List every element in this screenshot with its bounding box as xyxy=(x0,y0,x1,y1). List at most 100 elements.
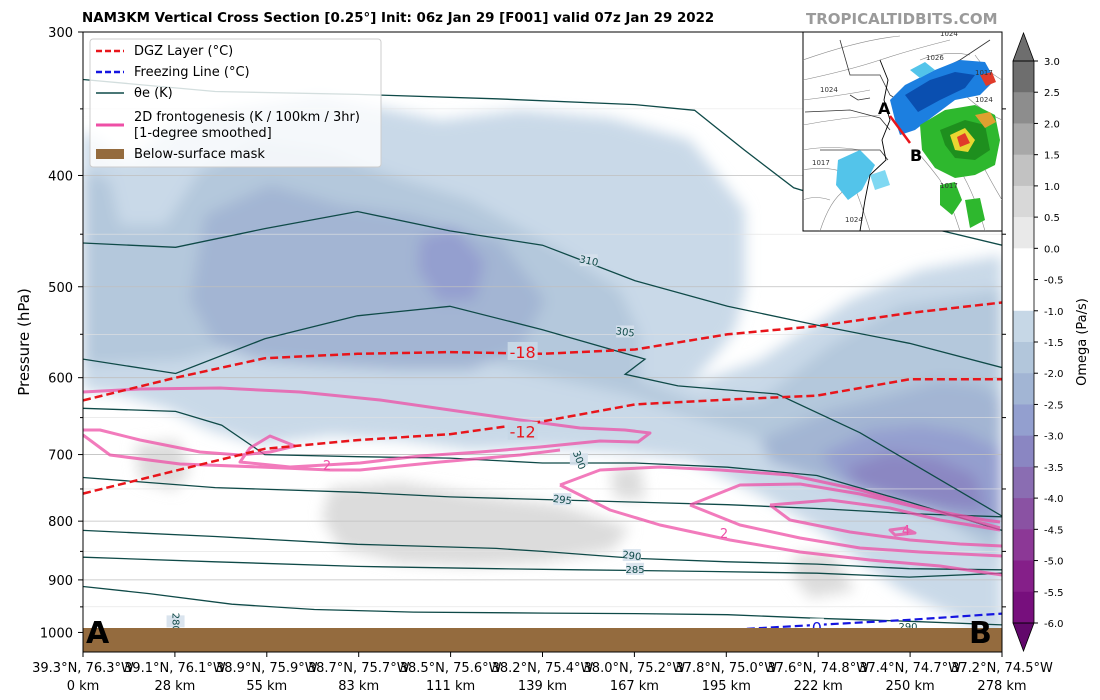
theta-e-label-bg xyxy=(626,562,645,575)
colorbar-bin xyxy=(1013,342,1034,374)
colorbar-bin xyxy=(1013,466,1034,499)
inset-isobar-label: 1017 xyxy=(975,69,993,77)
x-tick-distance: 111 km xyxy=(426,679,475,694)
theta-e-label: 285 xyxy=(626,565,645,576)
y-tick-label: 300 xyxy=(48,26,73,41)
y-tick-label: 900 xyxy=(48,574,73,589)
colorbar-bin xyxy=(1013,435,1034,468)
theta-e-label-bg xyxy=(166,615,185,628)
theta-e-label: 290 xyxy=(898,622,917,633)
colorbar-tick-label: 2.0 xyxy=(1044,119,1060,130)
inset-isobar-label: 1024 xyxy=(845,216,863,224)
colorbar-tick-label: -2.5 xyxy=(1044,400,1064,411)
below-surface-mask xyxy=(83,628,1002,652)
colorbar-tick-label: 0.0 xyxy=(1044,244,1060,255)
frontogenesis-contour xyxy=(559,483,1002,577)
omega-ascent-region xyxy=(845,452,985,510)
inset-isobar-label: 1026 xyxy=(926,54,944,62)
endpoint-label-b: B xyxy=(969,616,992,651)
x-tick-coord: 37.6°N, 74.8°W xyxy=(767,661,869,676)
y-tick-label: 800 xyxy=(48,515,73,530)
dgz-line xyxy=(83,378,1002,495)
theta-e-contour xyxy=(83,529,1002,571)
frontogenesis-contours xyxy=(83,386,1002,577)
x-tick-distance: 83 km xyxy=(338,679,379,694)
inset-map: A B 1024 1024 1026 1024 1024 1017 1017 1017 xyxy=(802,31,1003,232)
colorbar-bin xyxy=(1013,498,1034,530)
x-tick-distance: 195 km xyxy=(702,679,751,694)
omega-descent-region xyxy=(610,465,645,500)
colorbar-tick-label: -5.5 xyxy=(1044,588,1064,599)
theta-e-label-bg xyxy=(569,453,588,466)
colorbar-tick-label: -4.0 xyxy=(1044,494,1064,505)
x-tick-coord: 38.9°N, 75.9°W xyxy=(216,661,318,676)
y-tick-label: 1000 xyxy=(40,626,73,641)
legend: DGZ Layer (°C) Freezing Line (°C) θe (K)… xyxy=(89,38,382,168)
dgz-label-bg xyxy=(507,421,538,440)
omega-field xyxy=(83,95,1002,640)
x-tick-distance: 139 km xyxy=(518,679,567,694)
theta-e-label-bg xyxy=(553,493,572,506)
colorbar-bin xyxy=(1013,560,1034,593)
colorbar-extend-bottom xyxy=(1012,622,1035,653)
theta-e-contour xyxy=(83,407,1002,532)
x-tick-coord: 37.8°N, 75.0°W xyxy=(675,661,777,676)
colorbar-tick-label: -4.5 xyxy=(1044,525,1064,536)
y-tick-label: 700 xyxy=(48,449,73,464)
x-tick-distance: 55 km xyxy=(246,679,287,694)
colorbar-tick-label: 2.5 xyxy=(1044,88,1060,99)
dgz-line xyxy=(83,301,1002,402)
colorbar-bin xyxy=(1013,154,1034,187)
theta-e-label: 280 xyxy=(170,613,181,632)
x-tick-coord: 38.2°N, 75.4°W xyxy=(492,661,594,676)
legend-fronto-label-2: [1-degree smoothed] xyxy=(134,126,272,141)
colorbar-bin xyxy=(1013,248,1034,281)
colorbar-tick-label: 1.0 xyxy=(1044,182,1060,193)
credit-text: TROPICALTIDBITS.COM xyxy=(806,10,998,28)
x-tick-distance: 278 km xyxy=(977,679,1026,694)
y-tick-label: 400 xyxy=(48,169,73,184)
colorbar-tick-label: -1.5 xyxy=(1044,338,1064,349)
colorbar-tick-label: -0.5 xyxy=(1044,276,1064,287)
theta-e-label: 295 xyxy=(552,494,572,508)
legend-mask-swatch xyxy=(96,149,124,159)
x-tick-distance: 0 km xyxy=(67,679,100,694)
frontogenesis-contour xyxy=(769,503,1002,548)
theta-e-contour xyxy=(83,585,1002,626)
dgz-label: -18 xyxy=(510,343,536,362)
frontogenesis-contour xyxy=(689,503,1002,558)
colorbar-bin xyxy=(1013,217,1034,249)
y-tick-label: 600 xyxy=(48,372,73,387)
colorbar-bin xyxy=(1013,591,1034,624)
legend-freezing-label: Freezing Line (°C) xyxy=(134,65,250,80)
colorbar-label: Omega (Pa/s) xyxy=(1075,298,1090,386)
freezing-label: 0 xyxy=(812,618,822,637)
frontogenesis-contour xyxy=(83,386,652,469)
dgz-label: -12 xyxy=(510,423,536,442)
theta-e-contour xyxy=(83,556,1002,578)
colorbar-tick-label: -2.0 xyxy=(1044,369,1064,380)
colorbar-bin xyxy=(1013,373,1034,405)
colorbar-tick-label: -1.0 xyxy=(1044,307,1064,318)
colorbar-bin xyxy=(1013,310,1034,343)
x-tick-distance: 28 km xyxy=(154,679,195,694)
dgz-label-bg xyxy=(507,341,538,360)
colorbar: 3.0 2.5 2.0 1.5 1.0 0.5 0.0 -0.5 -1.0 -1.5 -2.0 -2.… xyxy=(1012,31,1064,653)
endpoint-label-a: A xyxy=(86,616,110,651)
frontogenesis-contour xyxy=(83,433,561,472)
legend-mask-label: Below-surface mask xyxy=(134,147,265,162)
frontogenesis-contour xyxy=(689,482,1001,524)
legend-dgz-label: DGZ Layer (°C) xyxy=(134,44,233,59)
colorbar-bin xyxy=(1013,404,1034,437)
frontogenesis-label: 2 xyxy=(720,527,728,542)
legend-theta-label: θe (K) xyxy=(134,86,173,101)
inset-isobar-label: 1017 xyxy=(940,182,958,190)
colorbar-bin xyxy=(1013,279,1034,312)
colorbar-tick-label: 3.0 xyxy=(1044,57,1060,68)
x-tick-coord: 38.7°N, 75.7°W xyxy=(308,661,410,676)
x-tick-distance: 222 km xyxy=(794,679,843,694)
theta-e-label: 290 xyxy=(621,550,641,564)
frontogenesis-contour xyxy=(888,526,917,537)
colorbar-bin xyxy=(1013,61,1034,93)
